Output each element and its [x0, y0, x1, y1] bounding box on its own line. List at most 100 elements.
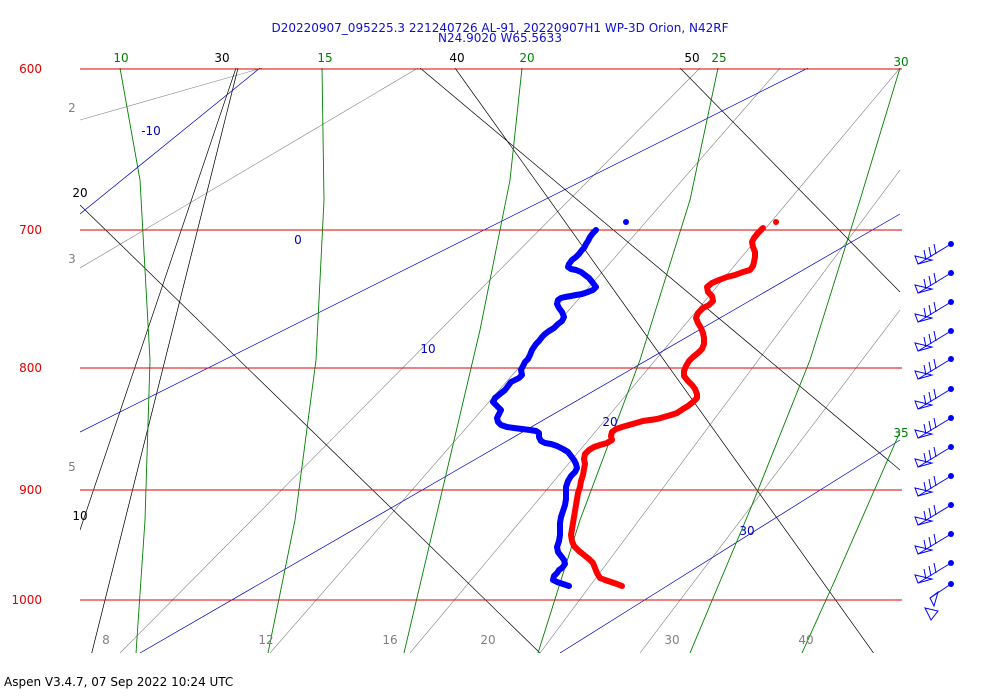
- mixing-ratio-line: [139, 213, 901, 653]
- wind-barb-feather: [928, 275, 932, 287]
- moist-adiabat-label: 30: [893, 55, 908, 69]
- pressure-tick-label: 600: [19, 62, 42, 76]
- wind-barb-feather: [928, 449, 932, 461]
- wind-barb-feather: [923, 364, 927, 376]
- wind-barb-staff: [917, 533, 952, 555]
- isotherm: [80, 68, 237, 531]
- dry-adiabat-label: 2: [68, 101, 76, 115]
- wind-barb-feather: [933, 330, 937, 342]
- mixing-ratio-label: 10: [420, 342, 435, 356]
- wind-barb-staff: [917, 272, 952, 294]
- wind-barb-feather: [928, 565, 932, 577]
- wind-barb-pennant: [914, 342, 934, 352]
- temperature-marker: [773, 219, 779, 225]
- wind-barb-pennant: [914, 545, 934, 555]
- wind-barb-feather: [923, 423, 927, 435]
- temperature-trace: [568, 225, 766, 589]
- dry-adiabat: [639, 309, 901, 653]
- wind-barb-feather: [923, 307, 927, 319]
- wind-barb-pennant: [914, 458, 934, 468]
- wind-barb-feather: [923, 394, 927, 406]
- dry-adiabat: [80, 68, 263, 121]
- wind-barb-feather: [923, 510, 927, 522]
- moist-adiabat-label: 15: [317, 51, 332, 65]
- wind-barb-staff: [917, 417, 952, 439]
- wind-barb: [914, 473, 954, 497]
- wind-barb-feather: [923, 568, 927, 580]
- wind-barb-feather: [923, 452, 927, 464]
- mixing-ratio-label: -10: [141, 124, 161, 138]
- wind-barb-staff: [917, 301, 952, 323]
- mixing-ratio-label: 20: [602, 415, 617, 429]
- wind-barb: [914, 560, 954, 584]
- wind-barb: [924, 581, 954, 621]
- moist-adiabat: [119, 68, 151, 653]
- dry-adiabat-label: 5: [68, 460, 76, 474]
- dry-adiabat-label: 16: [382, 633, 397, 647]
- wind-barb-feather: [923, 336, 927, 348]
- wind-barb-feather: [933, 388, 937, 400]
- wind-barb-pennant: [914, 255, 934, 265]
- moist-adiabat: [267, 68, 325, 653]
- wind-barb-staff: [917, 446, 952, 468]
- wind-barb-pennant: [914, 574, 934, 584]
- wind-barb-feather: [933, 301, 937, 313]
- dry-adiabat-label: 40: [798, 633, 813, 647]
- pressure-tick-label: 900: [19, 483, 42, 497]
- wind-barb-feather: [928, 507, 932, 519]
- wind-barb-feather: [928, 304, 932, 316]
- wind-barb-staff: [917, 243, 952, 265]
- wind-barb-feather: [933, 358, 937, 370]
- wind-barb-feather: [933, 417, 937, 429]
- wind-barb-staff: [917, 475, 952, 497]
- wind-barb-feather: [933, 475, 937, 487]
- moist-adiabat: [801, 431, 901, 653]
- isotherm-label: 30: [214, 51, 229, 65]
- dry-adiabat-label: 8: [102, 633, 110, 647]
- wind-barb-feather: [928, 246, 932, 258]
- wind-barb-staff: [917, 504, 952, 526]
- moist-adiabat-label: 20: [519, 51, 534, 65]
- wind-barb-feather: [928, 536, 932, 548]
- wind-barb-feather: [933, 533, 937, 545]
- wind-barb-pennant: [914, 313, 934, 323]
- mixing-ratio-line: [80, 68, 261, 215]
- mixing-ratio-label: 30: [739, 524, 754, 538]
- wind-barb-feather: [933, 446, 937, 458]
- dry-adiabat: [409, 68, 901, 653]
- wind-barb-pennant: [914, 284, 934, 294]
- moist-adiabat: [403, 68, 523, 653]
- wind-barb-pennant: [914, 487, 934, 497]
- wind-barb: [914, 386, 954, 410]
- wind-barbs: [914, 241, 954, 621]
- wind-barb-feather: [933, 562, 937, 574]
- pressure-tick-label: 800: [19, 361, 42, 375]
- wind-barb: [914, 270, 954, 294]
- dry-adiabat-label: 12: [258, 633, 273, 647]
- mixing-ratio-line: [559, 439, 901, 653]
- wind-barb: [914, 415, 954, 439]
- moist-adiabat-label: 35: [893, 426, 908, 440]
- wind-barb: [914, 502, 954, 526]
- isotherm-label: 50: [684, 51, 699, 65]
- wind-barb: [914, 356, 954, 380]
- wind-barb-staff: [917, 358, 952, 380]
- isotherm-label: 10: [72, 509, 87, 523]
- footer-version: Aspen V3.4.7, 07 Sep 2022 10:24 UTC: [4, 675, 234, 689]
- wind-barb-pennant: [914, 370, 934, 380]
- wind-barb-feather: [928, 333, 932, 345]
- wind-barb: [914, 241, 954, 265]
- wind-barb-feather: [933, 243, 937, 255]
- isotherm-label: 20: [72, 186, 87, 200]
- chart-title: D20220907_095225.3 221240726 AL-91, 2022…: [271, 21, 729, 35]
- wind-barb-staff: [917, 562, 952, 584]
- wind-barb-pennant: [924, 607, 939, 621]
- sounding-series: [490, 219, 779, 589]
- grid-lines: [80, 68, 902, 653]
- wind-barb-feather: [928, 391, 932, 403]
- wind-barb: [914, 444, 954, 468]
- wind-barb-feather: [928, 420, 932, 432]
- isotherm-label: 40: [449, 51, 464, 65]
- pressure-tick-label: 1000: [11, 593, 42, 607]
